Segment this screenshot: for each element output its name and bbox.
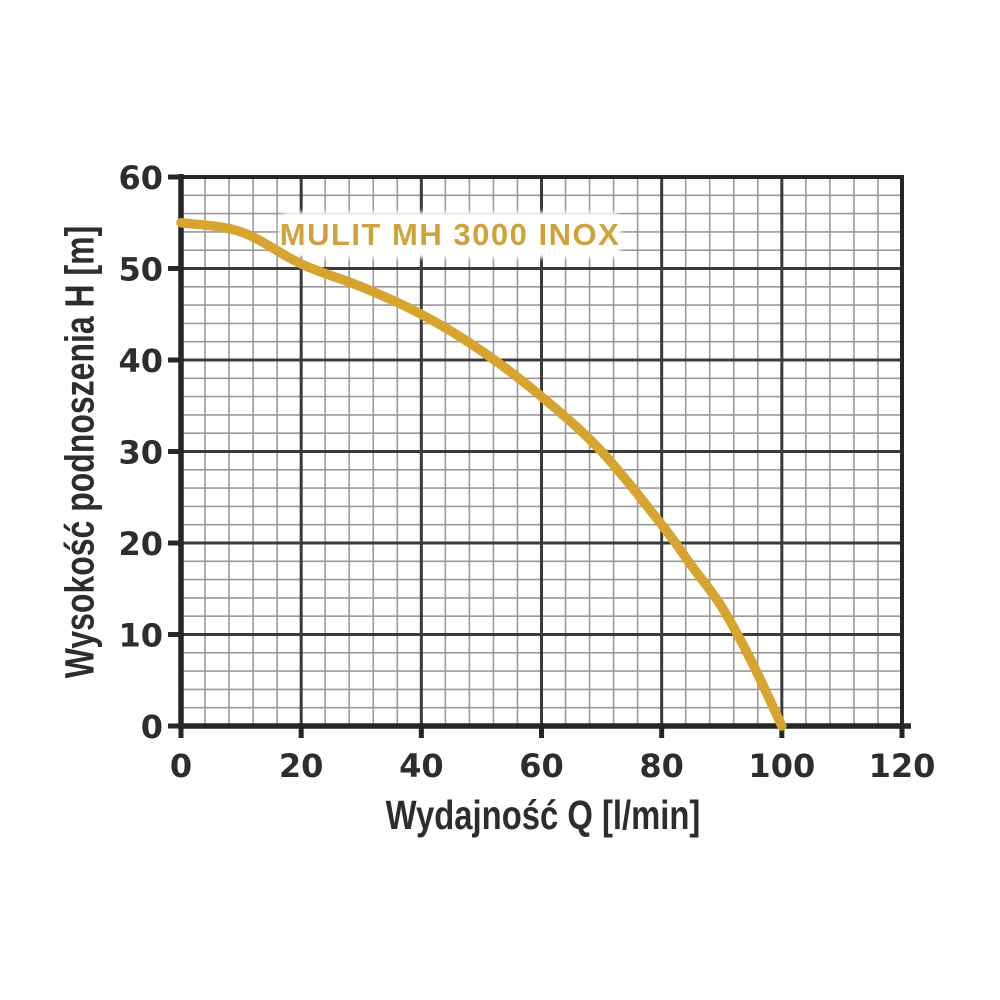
x-tick-label: 100 [748,747,815,785]
pump-curve [176,218,787,731]
y-tick-label: 60 [118,159,163,197]
y-tick-label: 50 [118,251,163,289]
x-axis-title: Wydajność Q [l/min] [385,791,701,838]
title-highlight-band [279,212,621,258]
y-tick-label: 10 [118,617,163,655]
axis-ticks [168,174,905,738]
x-tick-label: 60 [519,747,564,785]
y-tick-label: 40 [118,342,163,380]
x-tick-label: 20 [279,747,324,785]
x-tick-label: 80 [639,747,684,785]
x-tick-label: 120 [869,747,936,785]
y-tick-label: 0 [141,708,163,746]
y-tick-label: 20 [118,525,163,563]
x-tick-label: 40 [399,747,444,785]
y-tick-label: 30 [118,434,163,472]
x-tick-label: 0 [170,747,192,785]
chart-title: MULIT MH 3000 INOX [279,217,621,252]
y-axis-title: Wysokość podnoszenia H [m] [56,225,103,679]
